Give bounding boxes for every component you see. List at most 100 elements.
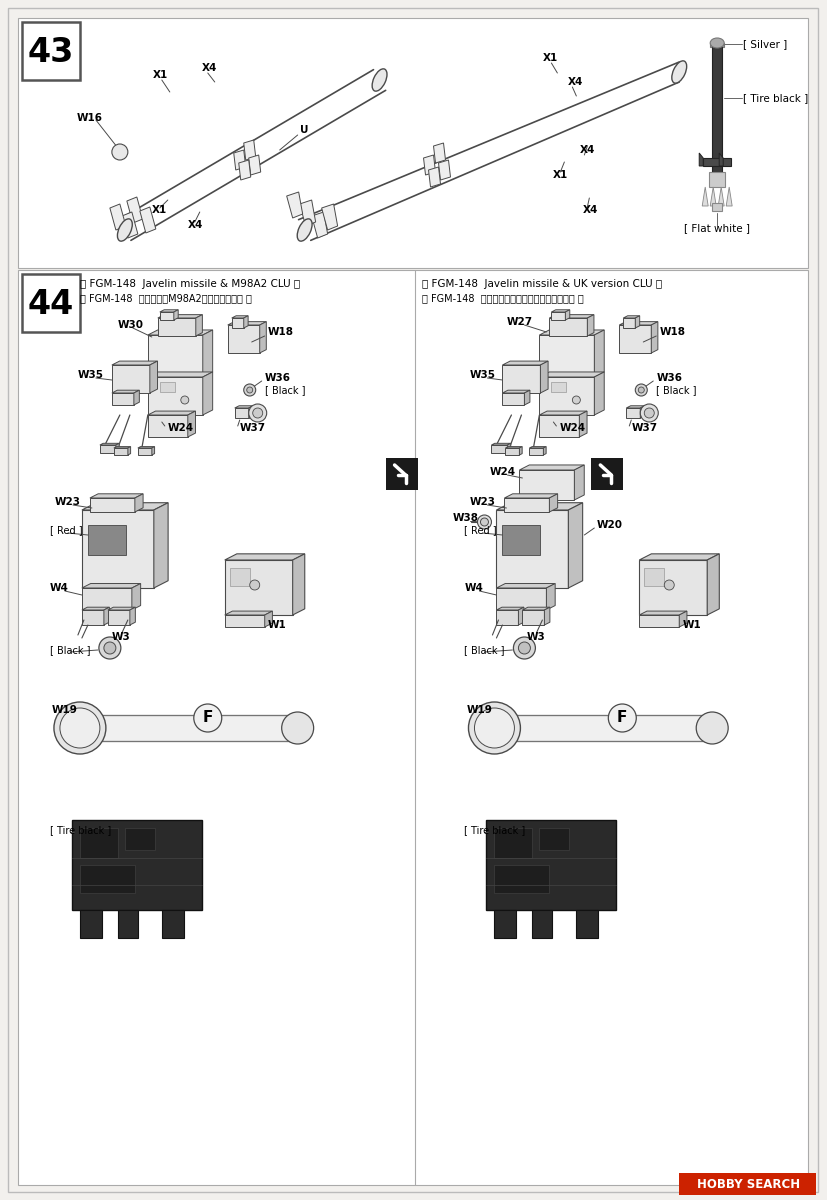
Bar xyxy=(712,47,722,172)
Polygon shape xyxy=(90,494,143,498)
Circle shape xyxy=(104,642,116,654)
Bar xyxy=(88,526,126,554)
Polygon shape xyxy=(566,310,570,320)
Bar xyxy=(160,382,174,392)
Polygon shape xyxy=(639,560,707,614)
Polygon shape xyxy=(112,392,134,404)
Circle shape xyxy=(664,580,674,590)
Polygon shape xyxy=(539,335,595,377)
Polygon shape xyxy=(225,611,272,614)
Text: X4: X4 xyxy=(580,145,595,155)
Polygon shape xyxy=(227,325,260,353)
Bar xyxy=(80,910,102,938)
Text: U: U xyxy=(299,125,308,134)
Ellipse shape xyxy=(710,38,724,48)
Polygon shape xyxy=(595,372,605,415)
Bar xyxy=(22,274,80,332)
Polygon shape xyxy=(503,392,524,404)
Polygon shape xyxy=(626,408,640,418)
Text: W24: W24 xyxy=(559,422,586,433)
Polygon shape xyxy=(160,312,174,320)
Text: W16: W16 xyxy=(77,113,103,122)
Polygon shape xyxy=(549,314,594,318)
Polygon shape xyxy=(433,143,446,163)
Circle shape xyxy=(181,396,189,404)
Polygon shape xyxy=(148,372,213,377)
Text: W24: W24 xyxy=(168,422,194,433)
Polygon shape xyxy=(699,152,703,166)
Polygon shape xyxy=(154,503,168,588)
Polygon shape xyxy=(652,322,657,353)
Polygon shape xyxy=(148,377,203,415)
Text: [ Flat white ]: [ Flat white ] xyxy=(684,223,750,233)
Polygon shape xyxy=(707,554,719,614)
Text: W4: W4 xyxy=(465,583,483,593)
Circle shape xyxy=(282,712,313,744)
Bar xyxy=(80,715,298,740)
Polygon shape xyxy=(116,443,119,452)
Text: W36: W36 xyxy=(657,373,682,383)
Polygon shape xyxy=(203,330,213,377)
Polygon shape xyxy=(82,503,168,510)
Polygon shape xyxy=(496,610,519,625)
Polygon shape xyxy=(503,390,530,392)
Text: [ Silver ]: [ Silver ] xyxy=(743,38,787,49)
Text: W36: W36 xyxy=(265,373,291,383)
Polygon shape xyxy=(227,322,266,325)
Polygon shape xyxy=(128,446,131,455)
Circle shape xyxy=(572,396,581,404)
Polygon shape xyxy=(112,365,150,392)
Text: [ Tire black ]: [ Tire black ] xyxy=(465,826,526,835)
Circle shape xyxy=(244,384,256,396)
Polygon shape xyxy=(127,197,143,223)
Polygon shape xyxy=(235,408,249,418)
Polygon shape xyxy=(540,361,548,392)
Text: X1: X1 xyxy=(152,205,167,215)
Text: [ Black ]: [ Black ] xyxy=(465,646,505,655)
Polygon shape xyxy=(108,610,130,625)
Polygon shape xyxy=(148,335,203,377)
Text: W38: W38 xyxy=(452,514,479,523)
Text: [ Black ]: [ Black ] xyxy=(265,385,305,395)
Bar xyxy=(644,568,664,586)
Text: [ Red ]: [ Red ] xyxy=(465,526,497,535)
Polygon shape xyxy=(104,607,109,625)
Polygon shape xyxy=(519,446,522,455)
Bar xyxy=(18,18,808,268)
Polygon shape xyxy=(110,204,126,230)
Circle shape xyxy=(54,702,106,754)
Polygon shape xyxy=(640,406,645,418)
Polygon shape xyxy=(568,503,583,588)
Polygon shape xyxy=(619,325,652,353)
Bar xyxy=(591,458,624,490)
Circle shape xyxy=(609,704,636,732)
Polygon shape xyxy=(719,152,723,166)
Text: 44: 44 xyxy=(28,288,74,322)
Circle shape xyxy=(250,580,260,590)
Polygon shape xyxy=(232,316,248,318)
Polygon shape xyxy=(710,187,716,206)
Polygon shape xyxy=(235,406,253,408)
Polygon shape xyxy=(726,187,732,206)
Text: W35: W35 xyxy=(78,370,104,380)
Ellipse shape xyxy=(372,68,387,91)
Text: HOBBY SEARCH: HOBBY SEARCH xyxy=(696,1177,800,1190)
Polygon shape xyxy=(505,446,522,448)
Polygon shape xyxy=(158,314,203,318)
Circle shape xyxy=(253,408,263,418)
Polygon shape xyxy=(138,446,155,448)
Polygon shape xyxy=(552,310,570,312)
Polygon shape xyxy=(539,415,580,437)
Text: 《 FGM-148  Javelin missile & M98A2 CLU 》: 《 FGM-148 Javelin missile & M98A2 CLU 》 xyxy=(80,278,300,289)
Polygon shape xyxy=(718,187,724,206)
Polygon shape xyxy=(508,443,511,452)
Circle shape xyxy=(638,386,644,392)
Polygon shape xyxy=(580,412,587,437)
Polygon shape xyxy=(539,377,595,415)
Circle shape xyxy=(635,384,648,396)
Polygon shape xyxy=(122,212,138,238)
Circle shape xyxy=(249,404,266,422)
Text: 43: 43 xyxy=(28,36,74,70)
Text: F: F xyxy=(617,710,628,726)
Polygon shape xyxy=(158,318,196,336)
